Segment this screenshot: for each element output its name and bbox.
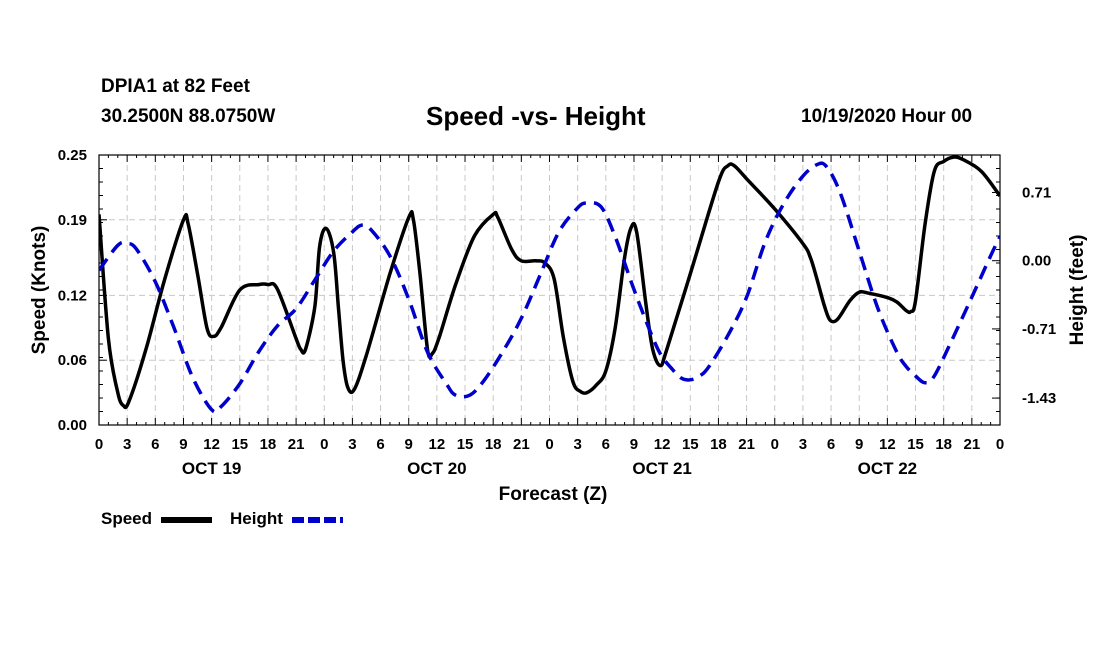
legend-height: Height [230, 509, 283, 529]
x-tick-label: 21 [513, 436, 530, 453]
right-tick-label: -0.71 [1022, 321, 1056, 338]
x-tick-label: 21 [964, 436, 981, 453]
x-tick-label: 0 [771, 436, 779, 453]
right-tick-label: -1.43 [1022, 390, 1056, 407]
x-tick-label: 9 [630, 436, 638, 453]
left-tick-label: 0.12 [58, 287, 87, 304]
legend-speed-label: Speed [101, 509, 153, 528]
chart-title: Speed -vs- Height [426, 101, 646, 131]
right-tick-label: 0.71 [1022, 184, 1051, 201]
x-tick-label: 9 [855, 436, 863, 453]
x-tick-label: 3 [348, 436, 356, 453]
x-tick-label: 12 [203, 436, 220, 453]
x-tick-label: 18 [710, 436, 727, 453]
series-speed-line [99, 155, 1000, 410]
x-tick-label: 6 [376, 436, 384, 453]
day-label: OCT 21 [632, 459, 692, 478]
left-tick-label: 0.19 [58, 212, 87, 229]
station-label: DPIA1 at 82 Feet [101, 76, 250, 97]
x-tick-label: 12 [879, 436, 896, 453]
x-tick-label: 9 [405, 436, 413, 453]
x-tick-label: 15 [907, 436, 924, 453]
left-axis-title: Speed (Knots) [29, 226, 50, 355]
day-label: OCT 22 [858, 459, 918, 478]
x-tick-label: 15 [231, 436, 248, 453]
x-tick-label: 9 [179, 436, 187, 453]
x-tick-label: 0 [320, 436, 328, 453]
day-label: OCT 20 [407, 459, 467, 478]
series-height-line [99, 161, 1000, 414]
x-tick-label: 6 [602, 436, 610, 453]
x-tick-label: 3 [123, 436, 131, 453]
left-tick-label: 0.06 [58, 352, 87, 369]
x-tick-label: 15 [682, 436, 699, 453]
right-tick-label: 0.00 [1022, 253, 1051, 270]
left-tick-label: 0.00 [58, 417, 87, 434]
right-axis-title: Height (feet) [1067, 235, 1088, 346]
legend-height-label: Height [230, 509, 283, 528]
datetime-label: 10/19/2020 Hour 00 [801, 106, 973, 127]
day-label: OCT 19 [182, 459, 242, 478]
x-tick-label: 21 [288, 436, 305, 453]
x-tick-label: 6 [827, 436, 835, 453]
x-tick-label: 0 [95, 436, 103, 453]
legend-speed: Speed [101, 509, 152, 529]
x-tick-label: 18 [935, 436, 952, 453]
x-tick-label: 0 [545, 436, 553, 453]
left-tick-label: 0.25 [58, 147, 87, 164]
x-tick-label: 3 [799, 436, 807, 453]
x-tick-label: 18 [485, 436, 502, 453]
x-tick-label: 21 [738, 436, 755, 453]
x-axis-title: Forecast (Z) [499, 484, 608, 505]
x-tick-label: 0 [996, 436, 1004, 453]
x-tick-label: 3 [573, 436, 581, 453]
x-tick-label: 12 [654, 436, 671, 453]
coordinates-label: 30.2500N 88.0750W [101, 106, 276, 127]
x-tick-label: 12 [429, 436, 446, 453]
x-tick-label: 6 [151, 436, 159, 453]
x-tick-label: 18 [260, 436, 277, 453]
x-tick-label: 15 [457, 436, 474, 453]
